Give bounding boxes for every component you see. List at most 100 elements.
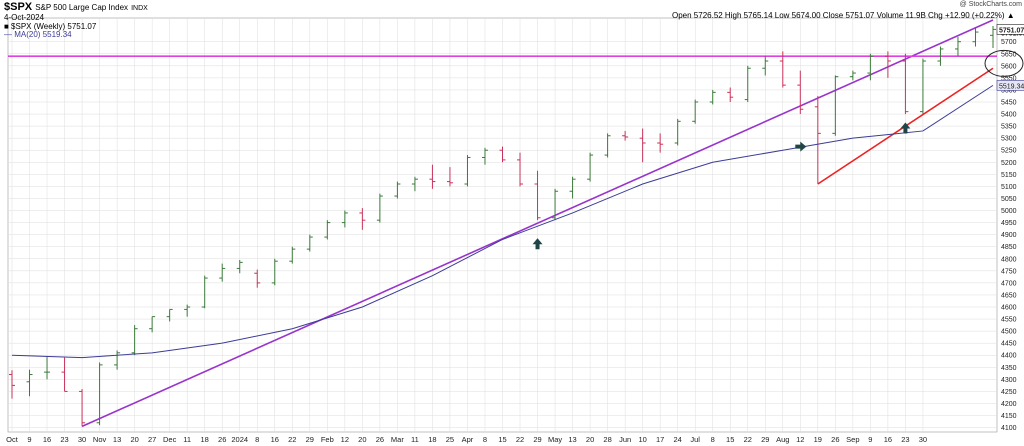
x-tick-label: 27 [148, 435, 156, 444]
grid-layer [7, 17, 998, 433]
ohlc-bar [990, 25, 996, 48]
ohlc-bar [867, 53, 874, 81]
ohlc-bar [587, 152, 594, 182]
ohlc-bar [376, 193, 383, 223]
ohlc-bar [149, 316, 156, 333]
x-tick-label: 25 [446, 435, 454, 444]
y-tick-label: 4950 [1001, 220, 1017, 227]
x-tick-label: 20 [586, 435, 594, 444]
ma-price-tag: 5519.34 [996, 80, 1024, 91]
legend-ma: — MA(20) 5519.34 [4, 30, 72, 39]
ma-price-box [996, 80, 1024, 91]
x-tick-label: 16 [884, 435, 892, 444]
ohlc-bar [639, 128, 646, 163]
y-tick-label: 4800 [1001, 256, 1017, 263]
annotation-layer [8, 19, 1024, 428]
ticker-symbol: $SPX [4, 1, 33, 13]
ohlc-bar [394, 181, 401, 199]
highlight-circle [984, 49, 1024, 77]
x-tick-label: 18 [428, 435, 436, 444]
ohlc-bar [727, 87, 734, 102]
y-tick-label: 5350 [1001, 124, 1017, 131]
ohlc-bar [902, 53, 909, 115]
x-tick-label: Feb [321, 435, 334, 444]
x-tick-label: 17 [656, 435, 664, 444]
y-tick-label: 4350 [1001, 365, 1017, 372]
x-tick-label: 16 [271, 435, 279, 444]
ohlc-bar [306, 234, 313, 252]
ohlc-bar [937, 46, 944, 66]
x-tick-label: 20 [130, 435, 138, 444]
ohlc-bar [797, 70, 804, 115]
y-tick-label: 5700 [1001, 39, 1017, 46]
ohlc-bar [44, 356, 51, 380]
x-axis: Oct 9 16 23 30 Nov 13 20 27 Dec 11 18 26 2024 8 16 22 29 F… [6, 435, 927, 444]
y-tick-label: 4750 [1001, 268, 1017, 275]
ohlc-bar [534, 170, 541, 221]
y-tick-label: 5450 [1001, 100, 1017, 107]
y-tick-label: 5150 [1001, 172, 1017, 179]
legend-symbol: ■ $SPX (Weekly) 5751.07 [4, 22, 97, 31]
y-tick-label: 5100 [1001, 184, 1017, 191]
x-tick-label: 19 [814, 435, 822, 444]
ohlc-bar [954, 36, 961, 57]
y-tick-label: 5400 [1001, 112, 1017, 119]
y-tick-label: 4550 [1001, 317, 1017, 324]
y-tick-label: 4400 [1001, 353, 1017, 360]
y-tick-label: 4850 [1001, 244, 1017, 251]
x-tick-label: 18 [201, 435, 209, 444]
arrow-markers [532, 122, 911, 250]
ohlc-bar [481, 147, 488, 165]
y-tick-label: 5250 [1001, 148, 1017, 155]
x-tick-label: 28 [603, 435, 611, 444]
y-tick-label: 4100 [1001, 425, 1017, 432]
watermark: @ StockCharts.com [959, 1, 1022, 8]
ohlc-bar [919, 58, 926, 115]
last-price-label: 5751.07 [999, 27, 1024, 34]
x-tick-label: 23 [901, 435, 909, 444]
y-tick-label: 5000 [1001, 208, 1017, 215]
x-tick-label: Apr [462, 435, 474, 444]
x-tick-label: 24 [674, 435, 682, 444]
ohlc-bar [79, 389, 86, 427]
ma20-line [11, 84, 994, 359]
x-tick-label: 29 [306, 435, 314, 444]
purple-trendline [81, 19, 994, 428]
ohlc-bar [884, 51, 891, 78]
last-price-tag: 5751.07 [996, 24, 1024, 35]
ohlc-bar [604, 133, 611, 158]
ticker-name: S&P 500 Large Cap Index [35, 3, 129, 12]
x-tick-label: Sep [846, 435, 859, 444]
x-tick-label: 15 [498, 435, 506, 444]
right-arrow-icon [795, 141, 807, 152]
ohlc-bar [411, 176, 418, 192]
x-tick-label: 8 [711, 435, 715, 444]
x-tick-label: 10 [638, 435, 646, 444]
y-tick-label: 4900 [1001, 232, 1017, 239]
moving-average-layer [11, 84, 994, 359]
x-tick-label: 13 [568, 435, 576, 444]
x-tick-label: 22 [744, 435, 752, 444]
x-tick-label: 23 [60, 435, 68, 444]
x-tick-label: May [548, 435, 562, 444]
ohlc-bar [832, 75, 839, 136]
ohlc-bar [464, 155, 471, 187]
ohlc-bar [709, 89, 716, 105]
ohlc-bar [114, 350, 121, 370]
x-tick-label: Oct [6, 435, 19, 444]
x-tick-label: Nov [93, 435, 107, 444]
ohlc-bar [744, 65, 751, 102]
up-arrow-icon [532, 238, 543, 250]
ohlc-bar [219, 263, 226, 282]
ohlc-bar [499, 146, 506, 163]
y-tick-label: 5200 [1001, 160, 1017, 167]
ohlc-bar [972, 27, 979, 47]
ohlc-bar [166, 308, 173, 322]
ohlc-bar [446, 167, 453, 187]
y-tick-label: 4600 [1001, 305, 1017, 312]
y-tick-label: 4250 [1001, 389, 1017, 396]
x-tick-label: 11 [183, 435, 191, 444]
y-tick-label: 4500 [1001, 329, 1017, 336]
x-tick-label: 13 [113, 435, 121, 444]
y-tick-label: 5300 [1001, 136, 1017, 143]
